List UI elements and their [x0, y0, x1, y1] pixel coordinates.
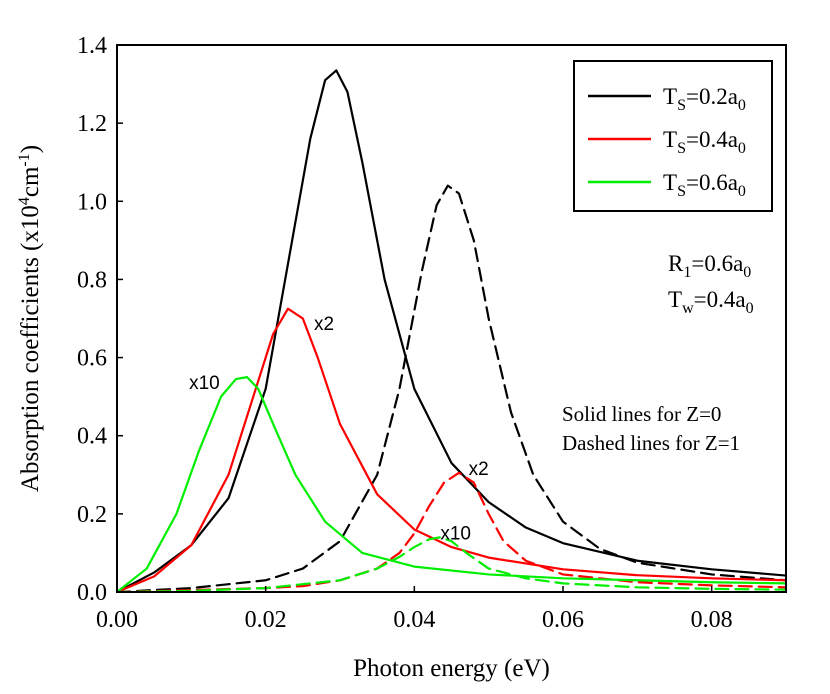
x-tick-label: 0.02: [245, 607, 287, 633]
legend-entry-label: TS=0.2a0: [663, 84, 746, 114]
note-label: Solid lines for Z=0: [562, 402, 721, 426]
y-tick-label: 0.0: [77, 580, 107, 606]
legend-entry-label: TS=0.6a0: [663, 170, 746, 200]
series-line-5: [117, 536, 786, 592]
x-axis-title: Photon energy (eV): [353, 655, 550, 682]
series-line-1: [117, 184, 786, 592]
plot-frame: [116, 44, 787, 593]
x-tick-label: 0.06: [542, 607, 584, 633]
y-axis-title: Absorption coefficients (x104cm-1): [16, 145, 44, 492]
x-tick-label: 0.08: [691, 607, 733, 633]
series-line-4: [117, 376, 786, 592]
parameter-label: R1=0.6a0: [668, 251, 751, 281]
series-line-0: [117, 69, 786, 592]
x-tick-label: 0.00: [96, 607, 138, 633]
y-axis-title-end: ): [17, 145, 44, 153]
legend: TS=0.2a0 TS=0.4a0 TS=0.6a0: [573, 60, 773, 212]
y-tick-label: 0.8: [77, 267, 107, 293]
annotations: R1=0.6a0 Tw=0.4a0 Solid lines for Z=0 Dashe…: [189, 251, 753, 544]
y-tick-label: 1.2: [77, 111, 107, 137]
y-tick-label: 1.4: [77, 33, 107, 59]
x-tick-label: 0.04: [393, 607, 435, 633]
legend-box: [573, 60, 773, 212]
parameter-label: Tw=0.4a0: [668, 287, 754, 317]
y-axis-title-main: Absorption coefficients (x10: [17, 205, 44, 492]
multiplier-label: x10: [189, 373, 220, 394]
multiplier-label: x10: [440, 523, 471, 544]
y-axis-title-sup2: -1: [16, 153, 33, 166]
note-label: Dashed lines for Z=1: [562, 431, 740, 455]
legend-entry-label: TS=0.4a0: [663, 127, 746, 157]
y-axis-title-sup1: 4: [16, 197, 33, 205]
y-tick-label: 0.6: [77, 346, 107, 372]
series-line-3: [117, 471, 786, 592]
y-tick-label: 0.2: [77, 502, 107, 528]
series-line-2: [117, 307, 786, 592]
axes-layer: 0.00 0.02 0.04 0.06 0.08 0.0 0.2 0.4 0.6 0.8 1.0 1.…: [77, 33, 733, 633]
series-layer: [117, 69, 786, 592]
y-axis-title-mid: cm: [17, 166, 44, 197]
multiplier-label: x2: [314, 314, 334, 335]
y-tick-label: 0.4: [77, 424, 107, 450]
y-tick-label: 1.0: [77, 189, 107, 215]
multiplier-label: x2: [469, 459, 489, 480]
